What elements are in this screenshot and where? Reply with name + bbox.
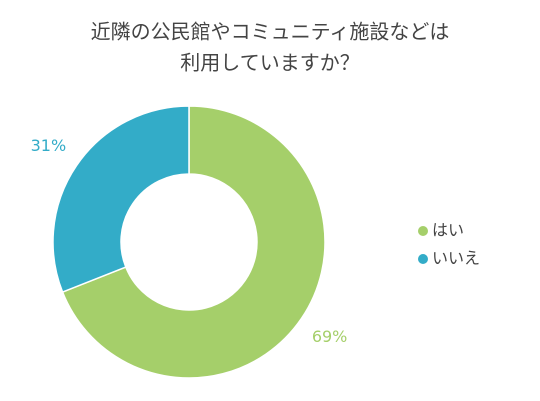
legend-label: いいえ [432, 249, 480, 268]
data-label: 31% [31, 136, 67, 155]
donut-slice [52, 105, 190, 294]
chart-title: 利用していますか？ [180, 51, 359, 75]
donut-slice [61, 105, 326, 379]
legend-marker [418, 226, 428, 236]
chart-title: 近隣の公民館やコミュニティ施設などは [91, 20, 450, 44]
legend-marker [418, 254, 428, 264]
data-label: 69% [312, 327, 348, 346]
legend-label: はい [432, 221, 464, 240]
